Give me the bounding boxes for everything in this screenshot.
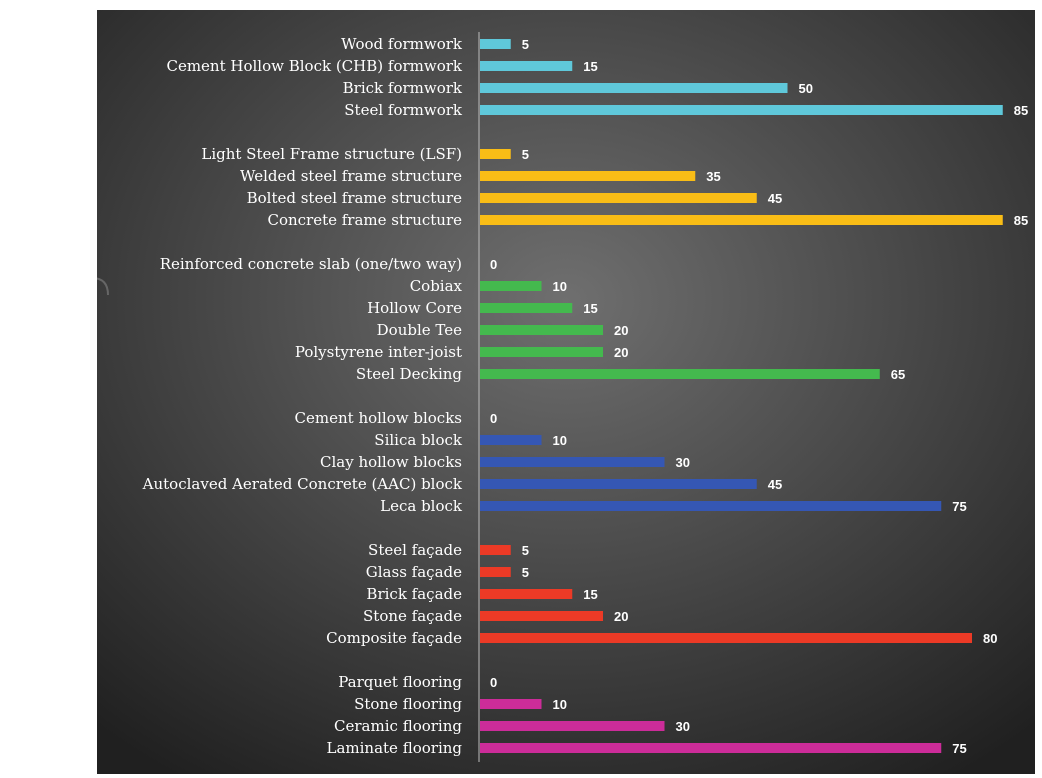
category-label: Double Tee bbox=[377, 321, 462, 339]
bar bbox=[480, 171, 696, 181]
category-label: Light Steel Frame structure (LSF) bbox=[201, 145, 462, 163]
category-label: Brick formwork bbox=[343, 79, 463, 97]
bar-group: Wood formwork 5 Cement Hollow Block (CHB) … bbox=[166, 35, 1028, 119]
bar bbox=[480, 611, 603, 621]
value-label: 5 bbox=[522, 543, 529, 558]
value-label: 5 bbox=[522, 147, 529, 162]
chart-background bbox=[97, 10, 1035, 774]
value-label: 5 bbox=[522, 565, 529, 580]
value-label: 35 bbox=[706, 169, 720, 184]
value-label: 75 bbox=[952, 499, 966, 514]
bar-group: Light Steel Frame structure (LSF) 5 Welded… bbox=[201, 145, 1028, 229]
value-label: 45 bbox=[768, 191, 782, 206]
value-label: 20 bbox=[614, 323, 628, 338]
category-label: Brick façade bbox=[366, 585, 462, 603]
bar bbox=[480, 325, 603, 335]
category-label: Steel formwork bbox=[344, 101, 463, 119]
bar bbox=[480, 61, 573, 71]
bar bbox=[480, 457, 665, 467]
value-label: 85 bbox=[1014, 103, 1028, 118]
value-label: 80 bbox=[983, 631, 997, 646]
bar bbox=[480, 435, 542, 445]
bar bbox=[480, 567, 511, 577]
category-label: Stone flooring bbox=[354, 695, 462, 713]
value-label: 10 bbox=[553, 697, 567, 712]
value-label: 10 bbox=[553, 279, 567, 294]
bars-layer: Wood formwork 5 Cement Hollow Block (CHB) … bbox=[142, 35, 1029, 757]
bar bbox=[480, 479, 757, 489]
bar bbox=[480, 545, 511, 555]
category-label: Welded steel frame structure bbox=[240, 167, 462, 185]
bar-group: Parquet flooring 0 Stone flooring 10 Ceramic… bbox=[327, 673, 967, 757]
category-label: Ceramic flooring bbox=[334, 717, 462, 735]
bar bbox=[480, 699, 542, 709]
category-label: Glass façade bbox=[366, 563, 462, 581]
value-label: 0 bbox=[490, 257, 497, 272]
category-label: Bolted steel frame structure bbox=[247, 189, 463, 207]
bar-group: Steel façade 5 Glass façade 5 Brick façade 15… bbox=[326, 541, 997, 647]
value-label: 15 bbox=[583, 301, 597, 316]
value-label: 65 bbox=[891, 367, 905, 382]
value-label: 30 bbox=[676, 455, 690, 470]
bar bbox=[480, 501, 942, 511]
bar bbox=[480, 149, 511, 159]
value-label: 45 bbox=[768, 477, 782, 492]
bar bbox=[480, 193, 757, 203]
category-label: Autoclaved Aerated Concrete (AAC) block bbox=[142, 475, 463, 493]
bar bbox=[480, 39, 511, 49]
value-label: 10 bbox=[553, 433, 567, 448]
bar bbox=[480, 589, 573, 599]
bar bbox=[480, 369, 880, 379]
category-label: Cement hollow blocks bbox=[295, 409, 462, 427]
bar bbox=[480, 83, 788, 93]
category-label: Composite façade bbox=[326, 629, 462, 647]
value-label: 0 bbox=[490, 411, 497, 426]
value-label: 50 bbox=[799, 81, 813, 96]
category-label: Reinforced concrete slab (one/two way) bbox=[160, 255, 462, 273]
watermark-logo bbox=[21, 261, 109, 433]
value-label: 15 bbox=[583, 59, 597, 74]
value-label: 20 bbox=[614, 609, 628, 624]
value-label: 30 bbox=[676, 719, 690, 734]
category-label: Concrete frame structure bbox=[267, 211, 462, 229]
category-label: Cement Hollow Block (CHB) formwork bbox=[166, 57, 462, 75]
bar bbox=[480, 215, 1003, 225]
category-label: Steel façade bbox=[368, 541, 462, 559]
category-label: Cobiax bbox=[410, 277, 463, 295]
category-label: Leca block bbox=[380, 497, 463, 515]
value-label: 85 bbox=[1014, 213, 1028, 228]
bar bbox=[480, 743, 942, 753]
value-label: 5 bbox=[522, 37, 529, 52]
bar bbox=[480, 347, 603, 357]
category-label: Wood formwork bbox=[341, 35, 463, 53]
bar-group: Reinforced concrete slab (one/two way) 0 C… bbox=[160, 255, 906, 383]
category-label: Parquet flooring bbox=[338, 673, 462, 691]
value-label: 20 bbox=[614, 345, 628, 360]
category-label: Hollow Core bbox=[367, 299, 462, 317]
category-label: Polystyrene inter-joist bbox=[295, 343, 462, 361]
category-label: Clay hollow blocks bbox=[320, 453, 462, 471]
bar bbox=[480, 281, 542, 291]
value-label: 0 bbox=[490, 675, 497, 690]
category-label: Steel Decking bbox=[356, 365, 462, 383]
value-label: 15 bbox=[583, 587, 597, 602]
bar bbox=[480, 105, 1003, 115]
bar-group: Cement hollow blocks 0 Silica block 10 Clay … bbox=[142, 409, 967, 515]
bar bbox=[480, 633, 972, 643]
category-label: Silica block bbox=[374, 431, 463, 449]
value-label: 75 bbox=[952, 741, 966, 756]
category-label: Laminate flooring bbox=[327, 739, 463, 757]
bar bbox=[480, 303, 573, 313]
category-label: Stone façade bbox=[363, 607, 462, 625]
bar bbox=[480, 721, 665, 731]
